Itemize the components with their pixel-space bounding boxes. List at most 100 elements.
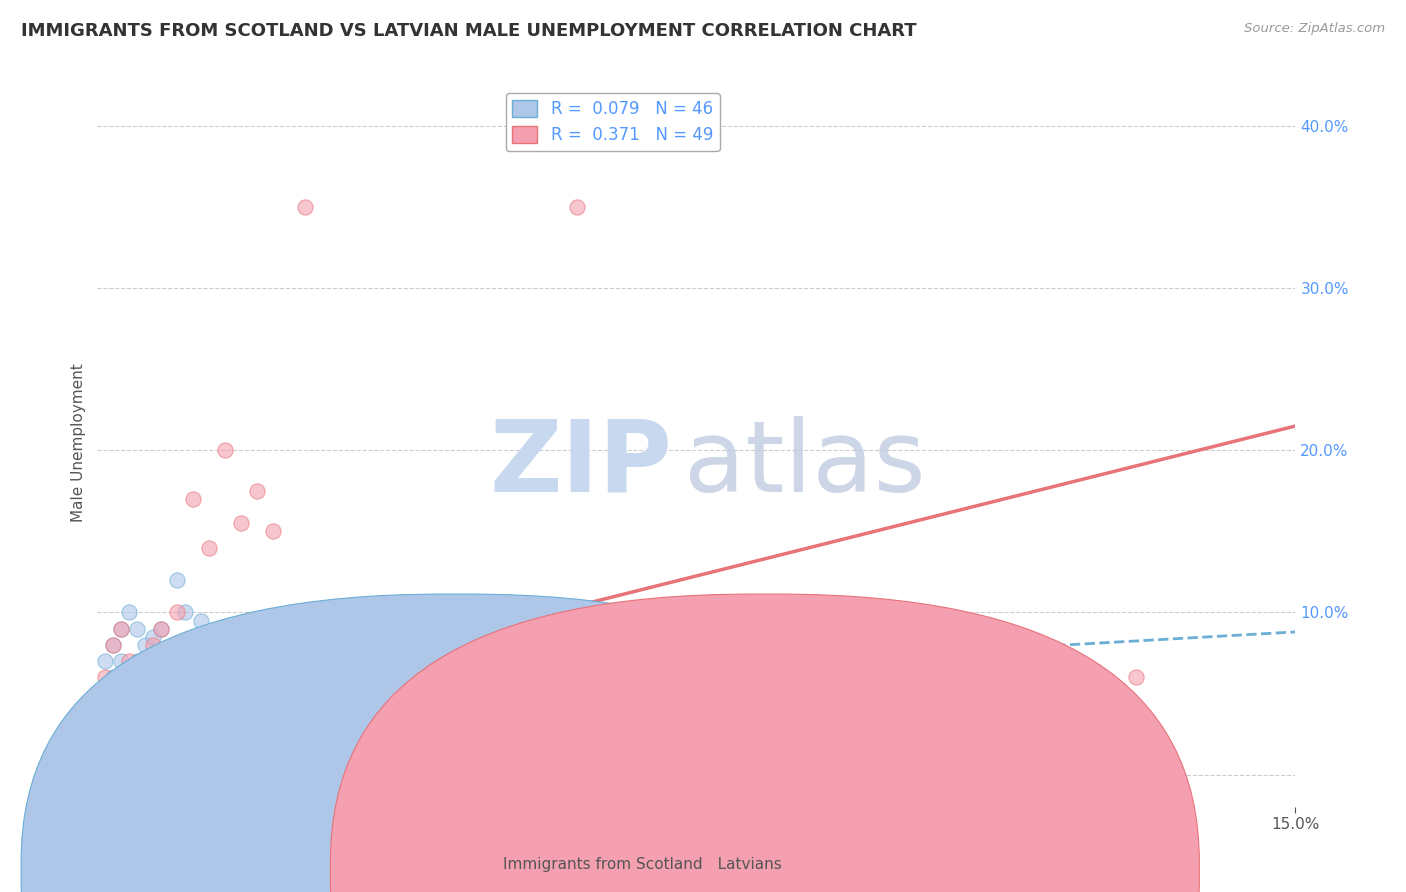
Point: [214, 646, 236, 660]
Point: [606, 622, 628, 636]
Point: [157, 670, 180, 684]
Point: [94, 686, 117, 700]
Y-axis label: Male Unemployment: Male Unemployment: [72, 363, 86, 522]
Point: [103, 670, 125, 684]
Point: [103, 719, 125, 733]
Point: [190, 654, 212, 668]
Point: [166, 711, 188, 725]
Point: [725, 654, 748, 668]
Point: [94, 654, 117, 668]
Point: [174, 606, 197, 620]
Point: [294, 200, 316, 214]
Point: [110, 622, 132, 636]
Point: [110, 670, 132, 684]
Point: [214, 443, 236, 458]
Point: [806, 662, 828, 676]
Point: [134, 654, 156, 668]
Legend: R =  0.079   N = 46, R =  0.371   N = 49: R = 0.079 N = 46, R = 0.371 N = 49: [506, 93, 720, 151]
Point: [222, 622, 245, 636]
Point: [205, 630, 228, 644]
Point: [90, 719, 112, 733]
Point: [884, 646, 907, 660]
Point: [309, 646, 332, 660]
Point: [127, 622, 149, 636]
Point: [127, 703, 149, 717]
Point: [526, 646, 548, 660]
Point: [198, 662, 221, 676]
Point: [98, 703, 121, 717]
Point: [262, 524, 284, 539]
Point: [645, 646, 668, 660]
Point: [446, 646, 468, 660]
Point: [262, 662, 284, 676]
Text: IMMIGRANTS FROM SCOTLAND VS LATVIAN MALE UNEMPLOYMENT CORRELATION CHART: IMMIGRANTS FROM SCOTLAND VS LATVIAN MALE…: [21, 22, 917, 40]
Point: [150, 711, 173, 725]
Point: [181, 491, 204, 506]
Point: [190, 614, 212, 628]
Point: [166, 606, 188, 620]
Point: [526, 638, 548, 652]
Point: [389, 654, 412, 668]
Text: Source: ZipAtlas.com: Source: ZipAtlas.com: [1244, 22, 1385, 36]
Point: [127, 654, 149, 668]
Point: [103, 638, 125, 652]
Point: [94, 703, 117, 717]
Point: [565, 638, 588, 652]
Point: [278, 622, 301, 636]
Point: [94, 670, 117, 684]
Point: [174, 670, 197, 684]
Text: Immigrants from Scotland: Immigrants from Scotland: [503, 857, 703, 872]
Point: [278, 638, 301, 652]
Point: [150, 622, 173, 636]
Point: [150, 622, 173, 636]
Point: [118, 606, 141, 620]
Point: [685, 662, 707, 676]
Point: [134, 719, 156, 733]
Point: [246, 483, 269, 498]
Point: [110, 654, 132, 668]
Point: [118, 719, 141, 733]
Text: Latvians: Latvians: [703, 857, 782, 872]
Point: [150, 678, 173, 692]
Point: [103, 686, 125, 700]
Point: [110, 622, 132, 636]
Point: [103, 711, 125, 725]
Point: [142, 703, 165, 717]
Point: [205, 646, 228, 660]
Point: [422, 662, 444, 676]
Point: [229, 670, 252, 684]
Point: [485, 654, 508, 668]
Point: [110, 703, 132, 717]
Point: [118, 711, 141, 725]
Point: [118, 654, 141, 668]
Point: [198, 541, 221, 555]
Point: [1125, 670, 1147, 684]
Point: [103, 638, 125, 652]
Point: [142, 638, 165, 652]
Point: [366, 638, 388, 652]
Point: [485, 638, 508, 652]
Point: [134, 638, 156, 652]
Point: [166, 573, 188, 587]
Text: ZIP: ZIP: [489, 416, 672, 513]
Point: [229, 516, 252, 531]
Point: [90, 719, 112, 733]
Point: [446, 638, 468, 652]
Point: [405, 646, 427, 660]
Point: [110, 703, 132, 717]
Point: [342, 662, 364, 676]
Point: [366, 606, 388, 620]
Point: [246, 654, 269, 668]
Point: [565, 200, 588, 214]
Point: [181, 630, 204, 644]
Point: [181, 638, 204, 652]
Text: atlas: atlas: [685, 416, 927, 513]
Point: [326, 654, 349, 668]
Point: [142, 703, 165, 717]
Point: [142, 630, 165, 644]
Point: [157, 662, 180, 676]
Point: [134, 686, 156, 700]
Point: [118, 670, 141, 684]
Point: [294, 662, 316, 676]
Point: [127, 703, 149, 717]
